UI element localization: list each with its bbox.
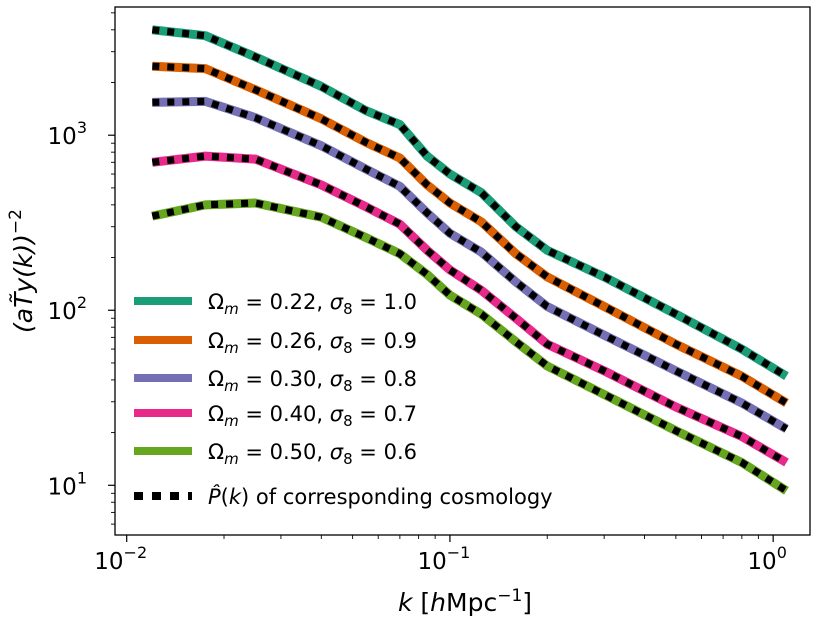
series-line-3 (151, 151, 789, 467)
x-axis-label: k [hMpc−1] (398, 586, 532, 617)
legend-label-3: Ωm = 0.40, σ8 = 0.7 (208, 402, 417, 430)
y-axis-label: (aT̃y(k))−2 (6, 209, 38, 333)
legend: Ωm = 0.22, σ8 = 1.0 Ωm = 0.26, σ8 = 0.9 … (134, 290, 553, 509)
y-tick-label-0: 101 (48, 468, 87, 500)
tick-layer: 10−2 10−1 100 101 102 103 (48, 12, 787, 575)
legend-label-overlay: P̂(k) of corresponding cosmology (208, 484, 553, 509)
plot-frame (114, 6, 811, 536)
legend-label-2: Ωm = 0.30, σ8 = 0.8 (208, 367, 417, 395)
x-tick-label-2: 100 (747, 543, 786, 575)
legend-label-0: Ωm = 0.22, σ8 = 1.0 (208, 290, 417, 318)
estimate-line-1 (152, 62, 789, 407)
estimate-line-4 (151, 199, 789, 494)
estimate-line-2 (152, 97, 789, 432)
x-tick-label-1: 10−1 (417, 543, 470, 575)
series-line-0 (151, 25, 789, 381)
legend-label-1: Ωm = 0.26, σ8 = 0.9 (208, 329, 417, 357)
series-layer (151, 25, 789, 495)
x-tick-label-0: 10−2 (94, 543, 147, 575)
legend-label-4: Ωm = 0.50, σ8 = 0.6 (208, 440, 417, 468)
y-tick-label-2: 103 (48, 118, 87, 150)
y-tick-label-1: 102 (48, 293, 87, 325)
